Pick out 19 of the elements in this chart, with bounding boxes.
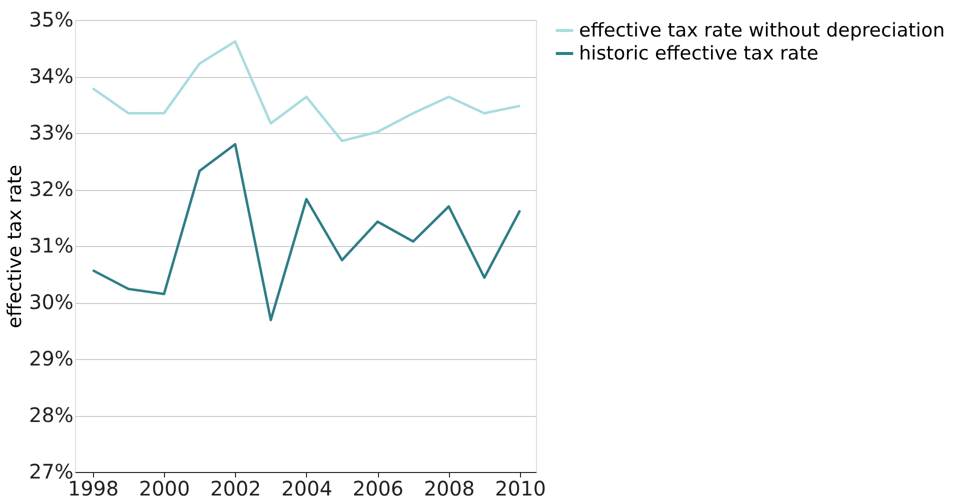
y-tick-label: 32% bbox=[29, 177, 74, 201]
x-tick-label: 2010 bbox=[495, 476, 546, 500]
legend-label: historic effective tax rate bbox=[579, 42, 818, 64]
x-tick-label: 2004 bbox=[281, 476, 332, 500]
y-tick-label: 29% bbox=[29, 346, 74, 370]
y-tick-label: 31% bbox=[29, 234, 74, 258]
x-tick-label: 2006 bbox=[352, 476, 404, 500]
legend-label: effective tax rate without depreciation bbox=[579, 20, 945, 42]
y-tick-label: 35% bbox=[29, 8, 74, 32]
y-tick-label: 30% bbox=[29, 290, 74, 314]
y-tick-label: 28% bbox=[29, 403, 74, 427]
x-tick-label: 2008 bbox=[424, 476, 475, 500]
line-series bbox=[92, 40, 522, 142]
y-axis-title: effective tax rate bbox=[4, 164, 26, 328]
y-tick-label: 34% bbox=[29, 64, 74, 88]
line-series bbox=[92, 143, 522, 322]
y-tick-label: 33% bbox=[29, 120, 74, 144]
x-tick-label: 2002 bbox=[210, 476, 262, 500]
x-tick-label: 2000 bbox=[139, 476, 190, 500]
